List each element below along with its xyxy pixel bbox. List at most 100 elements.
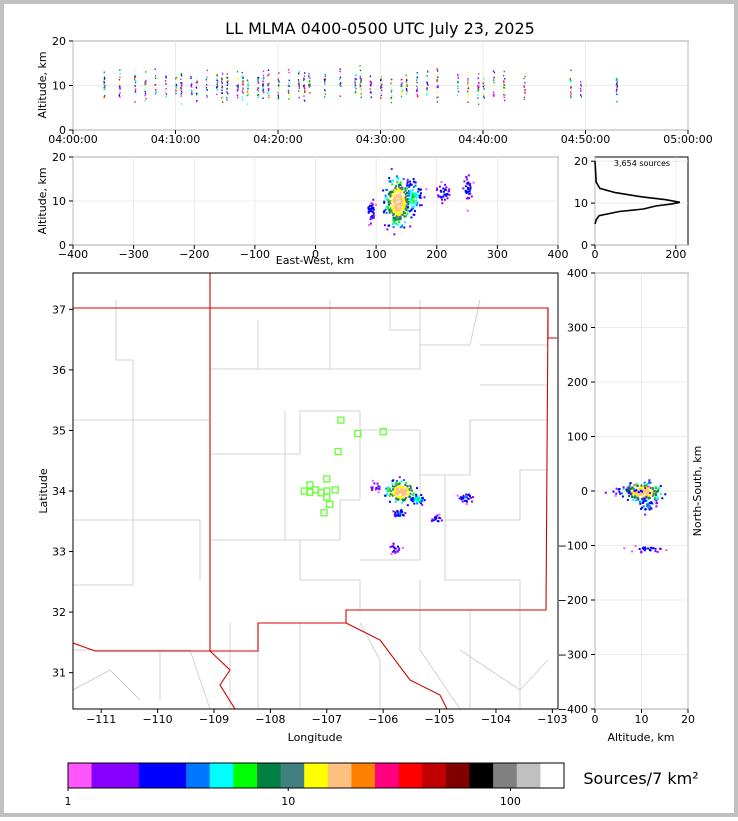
source-point — [267, 89, 270, 91]
source-point — [426, 87, 428, 89]
source-cell — [649, 487, 652, 489]
source-cell — [636, 495, 639, 498]
source-point — [103, 78, 105, 80]
source-point — [354, 86, 356, 88]
source-cell — [396, 491, 399, 493]
source-point — [370, 84, 372, 86]
altitude-tick-label: 0 — [59, 124, 66, 137]
source-cell — [643, 546, 646, 549]
source-cell — [393, 198, 396, 200]
source-cell — [399, 485, 402, 488]
north-south-tick-label: 100 — [567, 431, 588, 444]
source-cell — [446, 197, 449, 200]
source-cell — [394, 187, 397, 190]
source-cell — [410, 489, 413, 492]
colorbar-swatch — [469, 763, 494, 788]
source-point — [303, 78, 305, 80]
source-cell — [646, 492, 649, 495]
source-point — [426, 89, 428, 91]
source-point — [437, 85, 439, 87]
source-cell — [396, 207, 399, 210]
source-cell — [401, 501, 404, 504]
source-cell — [440, 519, 443, 522]
source-point — [456, 87, 459, 89]
ew-altitude-xlabel: East-West, km — [276, 254, 354, 267]
source-point — [406, 91, 408, 94]
source-point — [226, 88, 228, 90]
source-cell — [371, 207, 374, 210]
source-cell — [393, 549, 396, 552]
source-cell — [643, 498, 646, 501]
source-cell — [634, 492, 637, 495]
source-point — [309, 85, 311, 87]
source-cell — [644, 489, 647, 492]
source-cell — [372, 208, 375, 211]
source-point — [304, 90, 306, 93]
source-cell — [419, 497, 421, 500]
source-cell — [392, 226, 395, 229]
source-point — [477, 77, 479, 80]
source-point — [308, 76, 310, 79]
source-point — [237, 78, 239, 80]
source-point — [262, 78, 264, 80]
source-point — [216, 85, 219, 88]
colorbar-swatch — [68, 763, 92, 788]
source-cell — [415, 493, 418, 496]
source-cell — [389, 180, 392, 183]
source-point — [287, 85, 290, 87]
source-point — [390, 80, 393, 83]
source-point — [247, 91, 249, 93]
source-cell — [659, 548, 662, 550]
latitude-tick-label: 36 — [52, 364, 66, 377]
colorbar-swatch — [162, 763, 187, 788]
source-point — [206, 94, 208, 97]
source-cell — [392, 488, 395, 491]
source-cell — [416, 500, 419, 503]
source-cell — [628, 485, 631, 488]
source-point — [216, 81, 219, 84]
source-cell — [402, 178, 405, 180]
source-cell — [415, 199, 417, 202]
source-cell — [386, 486, 389, 489]
source-cell — [644, 499, 647, 502]
source-point — [155, 75, 157, 77]
source-point — [524, 73, 526, 75]
colorbar-swatch — [233, 763, 258, 788]
time-tick-label: 04:50:00 — [561, 133, 610, 146]
source-cell — [654, 496, 656, 499]
source-cell — [398, 194, 400, 197]
source-point — [390, 82, 392, 85]
source-point — [483, 96, 485, 99]
colorbar-swatch — [91, 763, 116, 788]
source-point — [503, 86, 505, 89]
source-cell — [393, 493, 396, 496]
source-cell — [468, 192, 471, 195]
source-cell — [396, 181, 399, 183]
source-cell — [392, 179, 394, 182]
source-point — [579, 87, 582, 90]
source-cell — [406, 191, 409, 194]
source-point — [569, 79, 572, 81]
source-cell — [614, 494, 617, 497]
source-cell — [402, 494, 405, 497]
source-cell — [401, 200, 404, 203]
source-cell — [469, 182, 472, 185]
county-line — [444, 469, 548, 521]
source-point — [570, 69, 572, 72]
county-line — [459, 649, 549, 691]
source-point — [242, 84, 244, 86]
ew-tick-label: −200 — [179, 248, 209, 261]
source-cell — [463, 180, 466, 183]
source-point — [257, 81, 260, 83]
source-point — [104, 85, 106, 87]
source-cell — [388, 494, 391, 497]
source-point — [303, 93, 305, 95]
source-cell — [659, 492, 662, 495]
source-point — [135, 74, 137, 76]
source-cell — [392, 209, 395, 212]
source-cell — [396, 509, 399, 512]
source-point — [380, 79, 382, 82]
source-cell — [620, 492, 623, 495]
county-line — [210, 410, 360, 455]
source-cell — [441, 202, 444, 205]
